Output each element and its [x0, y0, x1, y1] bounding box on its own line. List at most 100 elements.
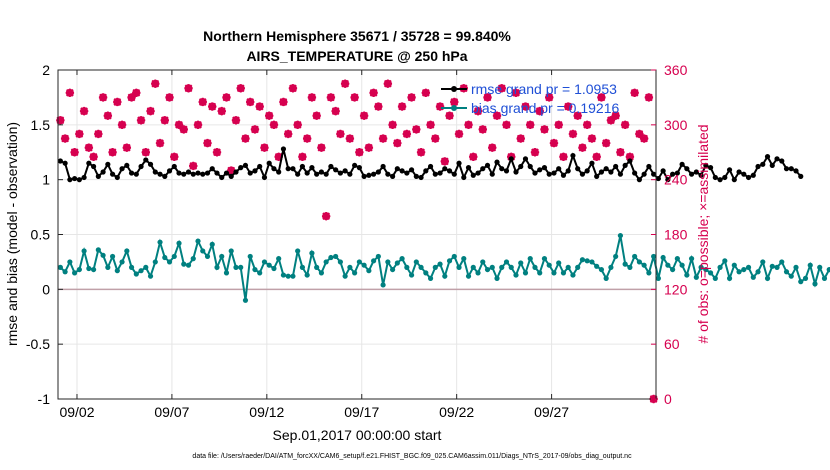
- obs-assimilated-point: [231, 116, 241, 125]
- bias-point: [570, 272, 576, 278]
- obs-assimilated-point: [559, 152, 568, 162]
- bias-point: [688, 256, 695, 262]
- obs-assimilated-point: [321, 212, 331, 221]
- rmse-point: [190, 171, 196, 177]
- bias-point: [613, 253, 619, 260]
- rmse-point: [219, 174, 225, 181]
- obs-assimilated-point: [60, 134, 70, 143]
- rmse-point: [371, 171, 377, 177]
- bias-point: [826, 266, 830, 273]
- bias-point: [119, 259, 125, 265]
- obs-assimilated-point: [426, 120, 435, 130]
- bias-point: [166, 259, 173, 265]
- bias-point: [95, 247, 101, 253]
- bias-point: [290, 273, 296, 279]
- rmse-point: [703, 162, 709, 169]
- obs-assimilated-point: [521, 102, 530, 111]
- obs-assimilated-point: [450, 97, 459, 107]
- bias-point: [508, 264, 514, 270]
- rmse-point: [755, 163, 761, 170]
- rmse-point: [670, 171, 676, 177]
- rmse-point: [570, 152, 576, 159]
- bias-point: [157, 239, 163, 245]
- rmse-point: [333, 167, 339, 173]
- rmse-point: [470, 172, 476, 178]
- obs-assimilated-point: [393, 138, 402, 148]
- obs-assimilated-point: [293, 120, 302, 130]
- bias-point: [456, 264, 462, 270]
- obs-assimilated-point: [98, 93, 108, 102]
- rmse-point: [109, 171, 116, 177]
- rmse-point: [527, 163, 533, 170]
- rmse-point: [157, 171, 163, 177]
- rmse-point: [418, 174, 424, 181]
- rmse-point: [276, 169, 282, 175]
- obs-assimilated-point: [573, 111, 582, 120]
- rmse-point: [299, 163, 306, 170]
- rmse-point: [632, 170, 638, 176]
- bias-point: [57, 264, 63, 270]
- obs-assimilated-point: [435, 102, 445, 111]
- obs-assimilated-point: [397, 102, 407, 111]
- obs-assimilated-point: [336, 129, 345, 139]
- obs-assimilated-point: [331, 106, 340, 116]
- rmse-point: [124, 162, 130, 169]
- rmse-point: [323, 171, 329, 177]
- bias-point: [565, 264, 571, 270]
- rmse-point: [760, 161, 766, 167]
- rmse-point: [636, 177, 642, 183]
- obs-assimilated-point: [625, 152, 635, 162]
- rmse-point: [204, 170, 211, 176]
- obs-assimilated-point: [483, 93, 492, 102]
- obs-assimilated-point: [340, 79, 350, 88]
- bias-point: [81, 248, 87, 254]
- bias-point: [285, 273, 291, 279]
- rmse-point: [707, 165, 714, 171]
- obs-assimilated-point: [592, 152, 601, 162]
- bias-point: [109, 253, 116, 260]
- rmse-point: [541, 165, 548, 171]
- bias-point: [546, 262, 552, 268]
- obs-assimilated-series: [56, 79, 658, 404]
- bias-point: [584, 258, 590, 264]
- bias-point: [114, 268, 120, 274]
- rmse-point: [62, 160, 68, 166]
- bias-point: [352, 270, 358, 276]
- obs-assimilated-point: [65, 88, 75, 98]
- obs-assimilated-point: [364, 143, 374, 152]
- bias-line: [59, 235, 830, 301]
- bias-point: [741, 266, 747, 273]
- bias-point: [764, 275, 771, 281]
- obs-assimilated-point: [497, 84, 506, 93]
- bias-point: [627, 264, 633, 270]
- obs-assimilated-point: [378, 134, 388, 143]
- obs-assimilated-point: [84, 143, 94, 152]
- rmse-point: [480, 166, 486, 172]
- obs-assimilated-point: [79, 106, 89, 116]
- bias-point: [769, 263, 775, 269]
- rmse-point: [722, 174, 728, 181]
- bias-point: [337, 259, 343, 265]
- rmse-point: [560, 172, 567, 178]
- rmse-point: [76, 177, 82, 183]
- obs-assimilated-point: [488, 143, 497, 152]
- rmse-point: [304, 170, 310, 176]
- rmse-point: [551, 170, 557, 176]
- rmse-point: [375, 169, 381, 175]
- obs-assimilated-point: [288, 84, 298, 93]
- rmse-point: [437, 170, 443, 176]
- obs-assimilated-point: [492, 111, 502, 120]
- bias-series: [57, 232, 830, 303]
- rmse-point: [598, 169, 605, 175]
- rmse-point: [114, 174, 120, 181]
- rmse-point: [181, 171, 187, 177]
- bias-point: [551, 270, 557, 276]
- obs-assimilated-point: [535, 106, 544, 116]
- bias-point: [674, 256, 680, 262]
- obs-assimilated-point: [227, 166, 236, 175]
- rmse-point: [641, 171, 647, 177]
- rmse-point: [679, 161, 685, 167]
- obs-assimilated-point: [554, 120, 563, 130]
- rmse-series: [57, 146, 804, 183]
- bias-point: [233, 264, 239, 270]
